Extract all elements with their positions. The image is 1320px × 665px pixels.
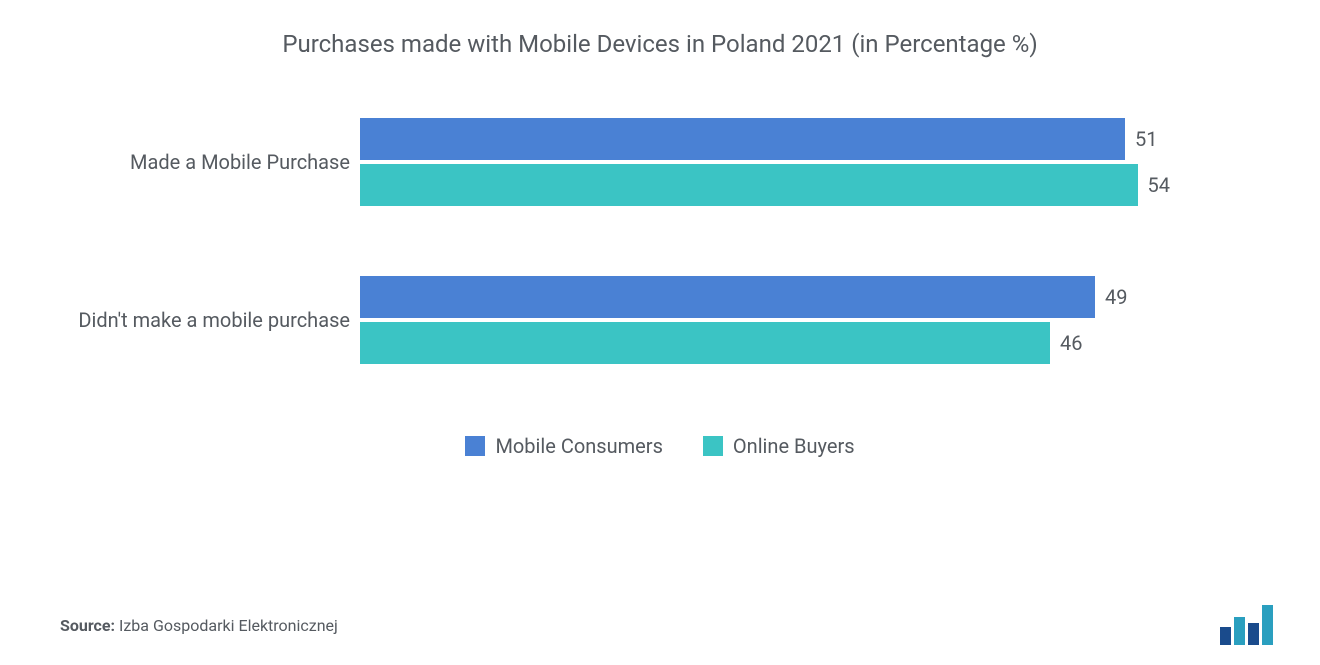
legend-item: Mobile Consumers <box>465 434 662 458</box>
chart-bar <box>360 164 1138 206</box>
bar-value-label: 54 <box>1148 173 1170 197</box>
chart-plot-area: Made a Mobile Purchase51 54 Didn't make a … <box>360 118 1170 364</box>
legend-label: Online Buyers <box>733 434 855 458</box>
category-group: Made a Mobile Purchase51 54 <box>360 118 1170 206</box>
source-citation: Source: Izba Gospodarki Elektronicznej <box>60 616 338 635</box>
brand-logo-icon <box>1220 605 1280 645</box>
chart-bar <box>360 322 1050 364</box>
bar-row: 54 <box>360 164 1170 206</box>
chart-container: Purchases made with Mobile Devices in Po… <box>0 0 1320 665</box>
chart-bar <box>360 276 1095 318</box>
category-group: Didn't make a mobile purchase49 46 <box>360 276 1170 364</box>
legend-swatch-icon <box>465 436 485 456</box>
bar-value-label: 51 <box>1135 127 1157 151</box>
chart-bar <box>360 118 1125 160</box>
source-text: Izba Gospodarki Elektronicznej <box>119 616 338 635</box>
bar-row: Made a Mobile Purchase51 <box>360 118 1170 160</box>
chart-title: Purchases made with Mobile Devices in Po… <box>60 30 1260 58</box>
legend-swatch-icon <box>703 436 723 456</box>
category-label: Didn't make a mobile purchase <box>60 308 350 332</box>
bar-value-label: 46 <box>1060 331 1082 355</box>
bar-row: 46 <box>360 322 1170 364</box>
legend-label: Mobile Consumers <box>495 434 662 458</box>
bar-value-label: 49 <box>1105 285 1127 309</box>
legend-item: Online Buyers <box>703 434 855 458</box>
chart-legend: Mobile Consumers Online Buyers <box>60 434 1260 458</box>
bar-row: Didn't make a mobile purchase49 <box>360 276 1170 318</box>
category-label: Made a Mobile Purchase <box>60 150 350 174</box>
source-label: Source: <box>60 616 115 635</box>
